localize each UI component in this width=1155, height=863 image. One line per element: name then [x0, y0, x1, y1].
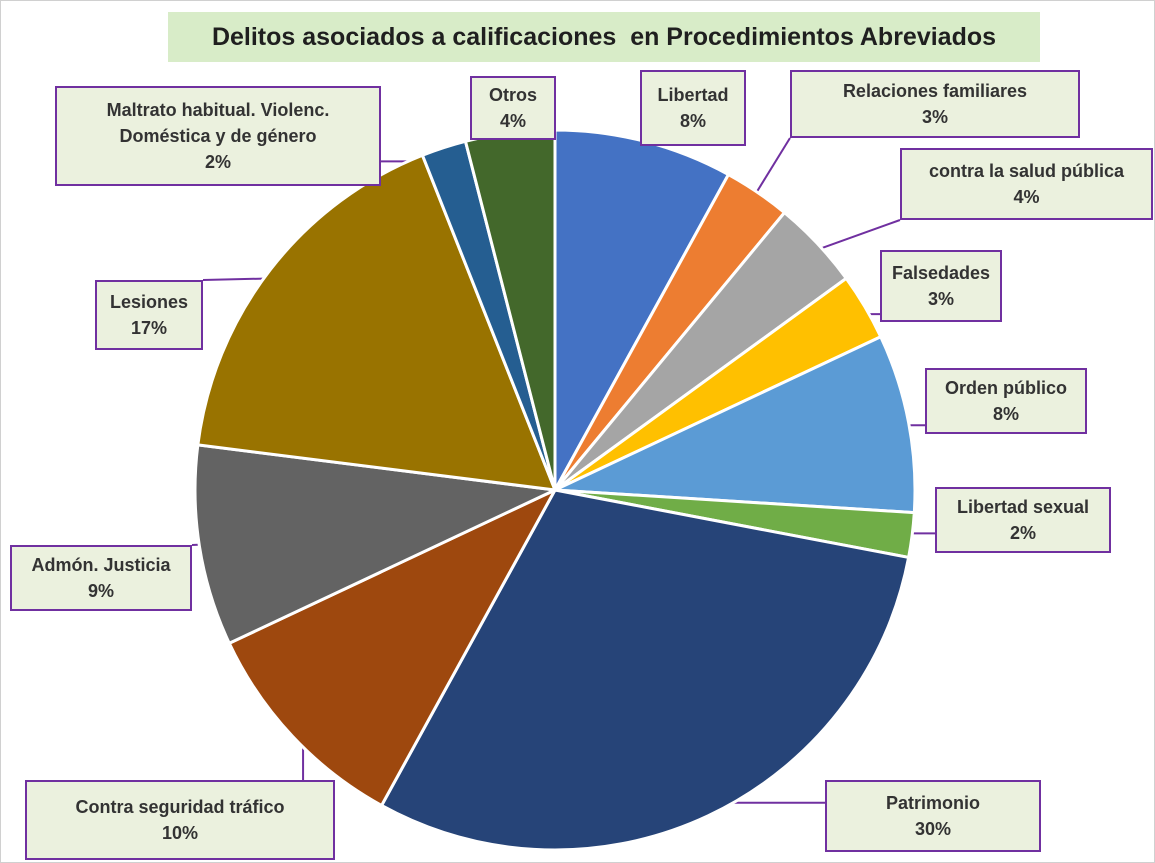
- data-label: Maltrato habitual. Violenc. Doméstica y …: [55, 86, 381, 186]
- label-value: 3%: [921, 107, 948, 127]
- label-value: 8%: [992, 404, 1019, 424]
- label-value: 30%: [914, 819, 952, 839]
- label-value: 2%: [204, 152, 231, 172]
- label-category: Falsedades: [891, 263, 991, 283]
- label-value: 9%: [87, 581, 114, 601]
- data-label: Libertad 8%: [640, 70, 746, 146]
- label-category: Lesiones: [109, 292, 189, 312]
- data-label: Falsedades 3%: [880, 250, 1002, 322]
- label-category: Orden público: [944, 378, 1067, 398]
- label-category: Patrimonio: [885, 793, 980, 813]
- label-category: Maltrato habitual. Violenc. Doméstica y …: [106, 100, 330, 146]
- data-label: Contra seguridad tráfico 10%: [25, 780, 335, 860]
- slices: [193, 128, 917, 852]
- label-category: contra la salud pública: [928, 161, 1125, 181]
- data-label: Admón. Justicia 9%: [10, 545, 192, 611]
- label-category: Libertad sexual: [956, 497, 1090, 517]
- data-label: Libertad sexual 2%: [935, 487, 1111, 553]
- label-value: 17%: [130, 318, 168, 338]
- label-value: 2%: [1009, 523, 1036, 543]
- data-label: Patrimonio 30%: [825, 780, 1041, 852]
- label-value: 4%: [499, 111, 526, 131]
- pie-slice: [554, 334, 917, 515]
- label-value: 10%: [161, 823, 199, 843]
- data-label: Otros 4%: [470, 76, 556, 140]
- label-category: Contra seguridad tráfico: [75, 797, 285, 817]
- label-category: Admón. Justicia: [31, 555, 171, 575]
- label-category: Libertad: [657, 85, 729, 105]
- label-value: 4%: [1013, 187, 1040, 207]
- label-value: 8%: [679, 111, 706, 131]
- pie-slice: [379, 488, 911, 852]
- label-category: Otros: [488, 85, 537, 105]
- pie-slice: [227, 486, 559, 808]
- chart-title: Delitos asociados a calificaciones en Pr…: [168, 12, 1040, 62]
- data-label: Orden público 8%: [925, 368, 1087, 434]
- label-value: 3%: [927, 289, 954, 309]
- pie-slice: [193, 443, 561, 646]
- data-label: Lesiones 17%: [95, 280, 203, 350]
- label-category: Relaciones familiares: [842, 81, 1028, 101]
- data-label: contra la salud pública 4%: [900, 148, 1153, 220]
- pie-slice: [196, 153, 558, 492]
- data-label: Relaciones familiares 3%: [790, 70, 1080, 138]
